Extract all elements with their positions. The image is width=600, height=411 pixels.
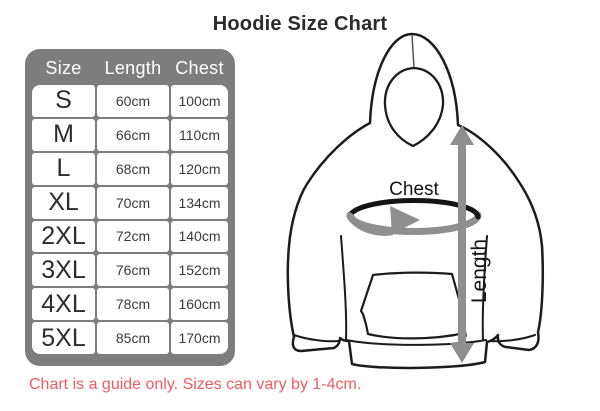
size-cell: L (32, 152, 95, 185)
right-cuff-line (490, 334, 536, 343)
chest-arc-black (347, 198, 481, 220)
column-header-chest: Chest (175, 58, 224, 78)
size-cell: 4XL (32, 288, 95, 321)
length-cell: 78cm (97, 288, 169, 321)
chest-label: Chest (389, 179, 439, 200)
hem-line (345, 339, 487, 346)
chest-cell: 170cm (171, 322, 228, 354)
length-label: Length (468, 239, 491, 303)
face-opening (383, 66, 445, 148)
footer-note: Chart is a guide only. Sizes can vary by… (29, 376, 362, 393)
left-sleeve-seam (340, 235, 348, 340)
length-cell: 76cm (97, 254, 169, 287)
size-table-body: S 60cm 100cm M 66cm 110cm L 68cm 120cm X… (32, 85, 228, 354)
column-header-size: Size (45, 58, 82, 78)
length-cell: 85cm (97, 322, 169, 354)
column-header-length: Length (104, 58, 162, 78)
page-title: Hoodie Size Chart (212, 13, 388, 35)
size-table-header: Size Length Chest (32, 52, 228, 85)
right-sleeve-seam (481, 235, 488, 340)
size-cell: 2XL (32, 220, 95, 253)
length-cell: 66cm (97, 118, 169, 151)
chest-cell: 160cm (171, 288, 228, 321)
chest-cell: 140cm (171, 220, 228, 253)
pocket (359, 271, 467, 340)
size-cell: 3XL (32, 254, 95, 287)
length-arrow (450, 125, 474, 363)
length-cell: 68cm (97, 152, 169, 185)
chest-cell: 100cm (171, 85, 228, 117)
size-cell: 5XL (32, 322, 95, 354)
chest-cell: 120cm (171, 152, 228, 185)
hood-seam-line (411, 34, 415, 69)
chest-cell: 110cm (171, 118, 228, 151)
size-cell: S (32, 85, 95, 117)
length-cell: 72cm (97, 220, 169, 253)
hoodie-diagram: Chest Length (286, 32, 545, 370)
size-cell: XL (32, 186, 95, 219)
size-cell: M (32, 118, 95, 151)
chest-arrow-curve (346, 212, 395, 236)
chest-arrowhead (390, 206, 420, 234)
length-cell: 60cm (97, 85, 169, 117)
chest-cell: 134cm (171, 186, 228, 219)
chest-cell: 152cm (171, 254, 228, 287)
size-table: Size Length Chest S 60cm 100cm M 66cm 11… (25, 49, 235, 366)
length-cell: 70cm (97, 186, 169, 219)
left-cuff-line (293, 334, 339, 343)
